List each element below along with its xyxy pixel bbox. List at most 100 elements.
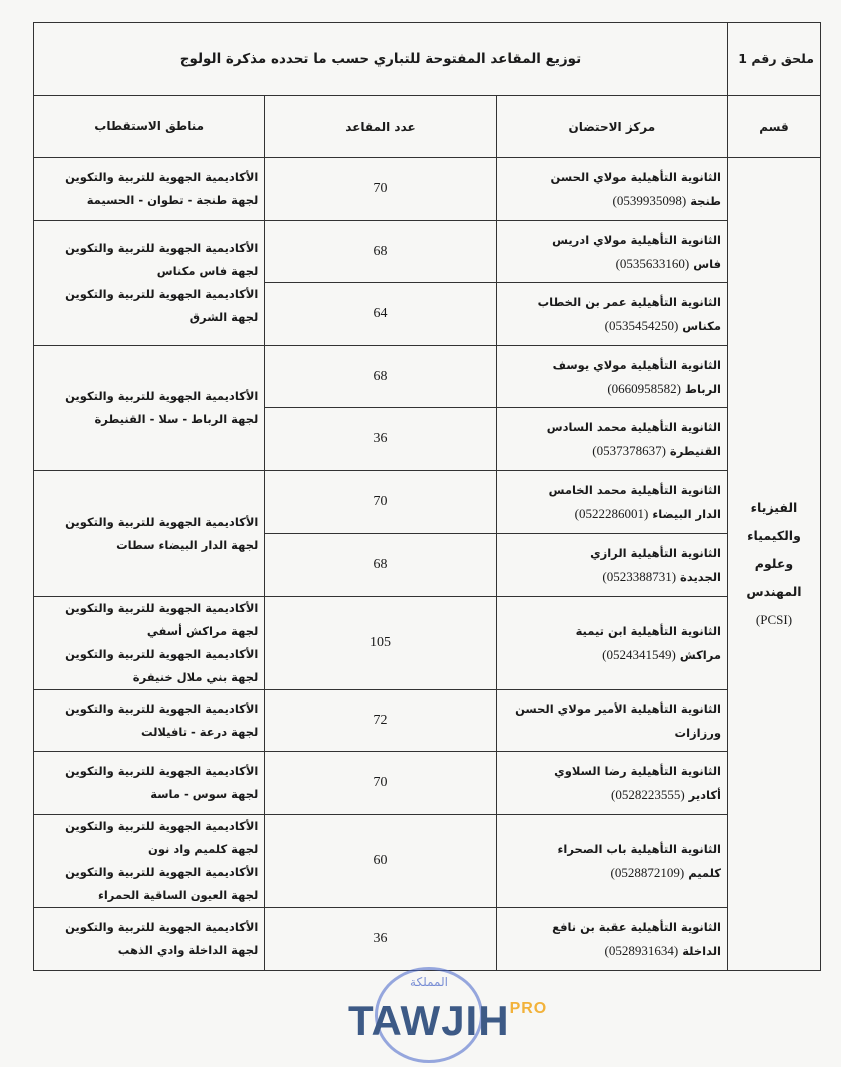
seats-cell: 68 — [264, 533, 497, 597]
center-cell: الثانوية التأهيلية مولاي ادريس فاس (05356… — [495, 220, 729, 283]
region-line: الأكاديمية الجهوية للتربية والتكوين لجهة… — [65, 701, 259, 739]
section-code: (PCSI) — [755, 612, 793, 627]
seats-cell: 36 — [264, 907, 497, 971]
table-row: الثانوية التأهيلية مولاي ادريس فاس (05356… — [32, 220, 821, 346]
school-name: الثانوية التأهيلية مولاي يوسف — [552, 357, 721, 372]
seats-cell: 70 — [264, 157, 497, 221]
document-title: توزيع المقاعد المفتوحة للتباري حسب ما تح… — [33, 22, 728, 96]
school-city: طنجة — [690, 194, 721, 208]
school-city: الرباط — [685, 381, 721, 396]
table-row: الثانوية التأهيلية رضا السلاوي أكادير (05… — [32, 751, 821, 815]
school-phone: (0523388731) — [602, 569, 677, 584]
school-name: الثانوية التأهيلية محمد الخامس — [548, 483, 721, 497]
school-name: الثانوية التأهيلية عقبة بن نافع — [552, 920, 721, 934]
seats-cell: 105 — [264, 596, 497, 690]
seat-distribution-table: ملحق رقم 1 توزيع المقاعد المفتوحة للتبار… — [32, 22, 821, 971]
region-line: الأكاديمية الجهوية للتربية والتكوين لجهة… — [65, 601, 259, 638]
school-name: الثانوية التأهيلية عمر بن الخطاب — [537, 295, 721, 309]
center-cell: الثانوية التأهيلية ابن تيمية مراكش (05243… — [495, 596, 729, 690]
table-row: الثانوية التأهيلية ابن تيمية مراكش (05243… — [32, 596, 821, 690]
school-city: القنيطرة — [669, 444, 721, 458]
region-line: الأكاديمية الجهوية للتربية والتكوين لجهة… — [65, 865, 259, 902]
seats-cell: 70 — [264, 470, 497, 534]
region-line: الأكاديمية الجهوية للتربية والتكوين لجهة… — [65, 647, 259, 684]
center-cell: الثانوية التأهيلية مولاي الحسن طنجة (0539… — [495, 157, 729, 221]
center-cell: الثانوية التأهيلية محمد الخامس الدار البي… — [495, 470, 729, 534]
school-name: الثانوية التأهيلية مولاي ادريس — [552, 232, 721, 247]
school-phone: (0660958582) — [607, 380, 681, 396]
center-cell: الثانوية التأهيلية باب الصحراء كلميم (052… — [495, 814, 729, 908]
col-header-seats: عدد المقاعد — [264, 95, 497, 158]
region-line: الأكاديمية الجهوية للتربية والتكوين لجهة… — [65, 170, 259, 207]
school-city: مكناس — [682, 319, 721, 333]
school-phone: (0535633160) — [615, 255, 690, 271]
center-cell: الثانوية التأهيلية عقبة بن نافع الداخلة (… — [495, 907, 729, 971]
regions-cell: الأكاديمية الجهوية للتربية والتكوين لجهة… — [32, 907, 266, 971]
school-phone: (0535454250) — [604, 318, 679, 333]
school-name: الثانوية التأهيلية رضا السلاوي — [554, 764, 721, 778]
center-cell: الثانوية التأهيلية محمد السادس القنيطرة (… — [495, 407, 729, 471]
table-row: الثانوية التأهيلية محمد السادس القنيطرة (… — [34, 407, 821, 471]
center-cell: الثانوية التأهيلية الأمير مولاي الحسن ورز… — [495, 689, 729, 752]
school-name: الثانوية التأهيلية الأمير مولاي الحسن — [515, 701, 721, 716]
table-row: الثانوية التأهيلية مولاي يوسف الرباط (066… — [32, 345, 821, 471]
center-cell: الثانوية التأهيلية الرازي الجديدة (052338… — [495, 533, 729, 597]
table-row: الثانوية التأهيلية عقبة بن نافع الداخلة (… — [32, 907, 821, 971]
regions-cell: الأكاديمية الجهوية للتربية والتكوين لجهة… — [32, 220, 266, 346]
school-name: الثانوية التأهيلية محمد السادس — [546, 420, 721, 434]
school-phone: (0522286001) — [574, 506, 649, 521]
table-row: الثانوية التأهيلية الأمير مولاي الحسن ورز… — [32, 689, 821, 752]
seats-cell: 60 — [264, 814, 497, 908]
school-phone: (0537378637) — [592, 443, 666, 458]
region-line: الأكاديمية الجهوية للتربية والتكوين لجهة… — [65, 241, 259, 278]
regions-cell: الأكاديمية الجهوية للتربية والتكوين لجهة… — [32, 751, 266, 815]
regions-cell: الأكاديمية الجهوية للتربية والتكوين لجهة… — [32, 157, 266, 221]
footer: المملكة TAWJIHPRO — [0, 967, 841, 1067]
regions-cell: الأكاديمية الجهوية للتربية والتكوين لجهة… — [32, 470, 266, 597]
section-cell: الفيزياء والكيمياء وعلوم المهندس (PCSI) — [727, 157, 821, 971]
region-line: الأكاديمية الجهوية للتربية والتكوين لجهة… — [65, 764, 259, 801]
seats-cell: 70 — [264, 751, 497, 815]
regions-cell: الأكاديمية الجهوية للتربية والتكوين لجهة… — [32, 345, 266, 471]
center-cell: الثانوية التأهيلية عمر بن الخطاب مكناس (0… — [495, 282, 729, 346]
center-cell: الثانوية التأهيلية مولاي يوسف الرباط (066… — [495, 345, 729, 408]
table-row: الفيزياء والكيمياء وعلوم المهندس (PCSI) ال… — [32, 157, 821, 971]
school-name: الثانوية التأهيلية باب الصحراء — [557, 842, 721, 856]
regions-cell: الأكاديمية الجهوية للتربية والتكوين لجهة… — [32, 689, 266, 752]
table-row: الثانوية التأهيلية عمر بن الخطاب مكناس (0… — [34, 282, 821, 346]
col-header-center: مركز الاحتضان — [495, 95, 729, 158]
school-phone: (0528872109) — [610, 865, 685, 880]
school-city: أكادير — [688, 788, 721, 802]
seats-cell: 64 — [264, 282, 497, 346]
regions-cell: الأكاديمية الجهوية للتربية والتكوين لجهة… — [32, 814, 266, 908]
region-line: الأكاديمية الجهوية للتربية والتكوين لجهة… — [65, 514, 259, 552]
school-city: فاس — [693, 256, 721, 271]
school-phone: (0528931634) — [604, 943, 679, 958]
school-name: الثانوية التأهيلية ابن تيمية — [575, 624, 721, 638]
school-phone: (0528223555) — [610, 787, 685, 802]
school-city: الداخلة — [682, 944, 721, 958]
section-name: الفيزياء والكيمياء وعلوم المهندس — [746, 500, 802, 599]
school-city: كلميم — [688, 866, 721, 880]
annex-label: ملحق رقم 1 — [727, 22, 821, 96]
school-city: ورزازات — [674, 725, 721, 740]
center-cell: الثانوية التأهيلية رضا السلاوي أكادير (05… — [495, 751, 729, 815]
col-header-section: قسم — [727, 95, 821, 158]
watermark-suffix: PRO — [509, 1000, 548, 1017]
school-city: مراكش — [679, 648, 721, 662]
school-phone: (0524341549) — [602, 647, 676, 662]
school-name: الثانوية التأهيلية مولاي الحسن — [550, 170, 721, 184]
seats-cell: 36 — [264, 407, 497, 471]
seats-cell: 68 — [264, 220, 497, 283]
school-phone: (0539935098) — [612, 193, 687, 208]
seats-cell: 68 — [264, 345, 497, 408]
school-city: الدار البيضاء — [652, 507, 721, 521]
regions-cell: الأكاديمية الجهوية للتربية والتكوين لجهة… — [32, 596, 266, 690]
table-row: الثانوية التأهيلية محمد الخامس الدار البي… — [32, 470, 821, 597]
region-line: الأكاديمية الجهوية للتربية والتكوين لجهة… — [65, 920, 259, 957]
region-line: الأكاديمية الجهوية للتربية والتكوين لجهة… — [65, 287, 259, 324]
school-name: الثانوية التأهيلية الرازي — [590, 546, 721, 560]
region-line: الأكاديمية الجهوية للتربية والتكوين لجهة… — [65, 389, 259, 426]
school-city: الجديدة — [680, 570, 721, 584]
region-line: الأكاديمية الجهوية للتربية والتكوين لجهة… — [65, 819, 259, 856]
